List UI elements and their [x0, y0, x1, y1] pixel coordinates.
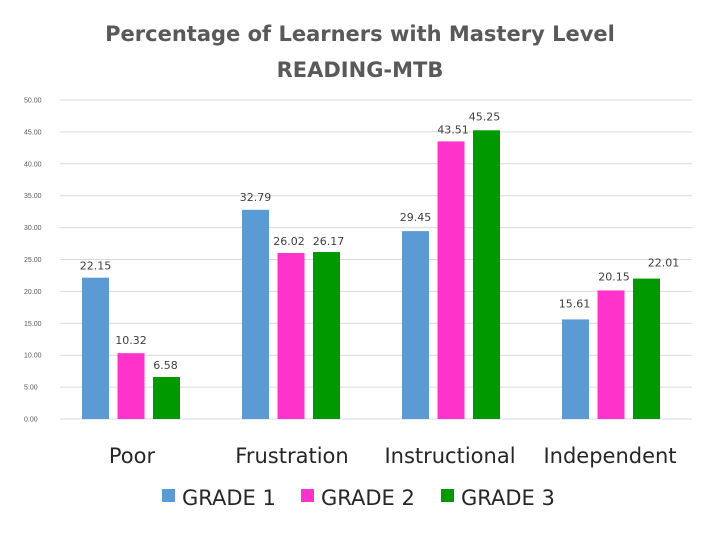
x-category-label: Poor: [109, 444, 156, 468]
chart-subtitle: READING-MTB: [276, 58, 444, 82]
data-label: 10.32: [115, 334, 147, 347]
y-tick-label: 50.00: [24, 98, 42, 105]
data-label: 15.61: [559, 297, 591, 310]
legend-label: GRADE 2: [321, 486, 415, 510]
bar-grade-3: [153, 377, 180, 419]
data-label: 22.15: [80, 260, 112, 273]
y-tick-label: 10.00: [24, 353, 42, 360]
y-tick-label: 35.00: [24, 193, 42, 200]
x-category-label: Instructional: [384, 444, 515, 468]
data-label: 45.25: [469, 110, 501, 123]
y-tick-label: 15.00: [24, 321, 42, 328]
data-label: 29.45: [400, 211, 432, 224]
bar-grade-1: [82, 277, 109, 419]
bar-grade-1: [562, 319, 589, 419]
data-label: 26.17: [313, 235, 345, 248]
legend-label: GRADE 3: [461, 486, 555, 510]
bar-grade-3: [313, 252, 340, 419]
bar-grade-2: [597, 290, 625, 419]
y-tick-label: 5.00: [24, 385, 38, 392]
data-label: 6.58: [153, 359, 178, 372]
data-label: 26.02: [273, 235, 305, 248]
y-tick-label: 0.00: [24, 417, 38, 424]
y-tick-label: 30.00: [24, 225, 42, 232]
y-tick-label: 40.00: [24, 161, 42, 168]
legend-swatch: [162, 489, 175, 502]
bar-grade-3: [633, 278, 660, 419]
legend-swatch: [441, 489, 454, 502]
y-tick-label: 45.00: [24, 129, 42, 136]
legend-swatch: [301, 489, 314, 502]
bar-grade-1: [402, 231, 429, 419]
bar-grade-1: [242, 209, 269, 419]
bar-grade-3: [473, 130, 500, 419]
bar-grade-2: [117, 353, 145, 419]
data-label: 20.15: [598, 270, 630, 283]
data-label: 43.51: [437, 123, 469, 136]
chart-title: Percentage of Learners with Mastery Leve…: [105, 22, 615, 46]
bar-grade-2: [437, 141, 465, 420]
legend-label: GRADE 1: [182, 486, 276, 510]
data-label: 22.01: [648, 257, 680, 270]
y-tick-label: 25.00: [24, 257, 42, 264]
x-category-label: Frustration: [235, 444, 348, 468]
x-category-label: Independent: [543, 444, 676, 468]
bar-grade-2: [277, 252, 305, 419]
y-tick-label: 20.00: [24, 289, 42, 296]
data-label: 32.79: [240, 191, 272, 204]
